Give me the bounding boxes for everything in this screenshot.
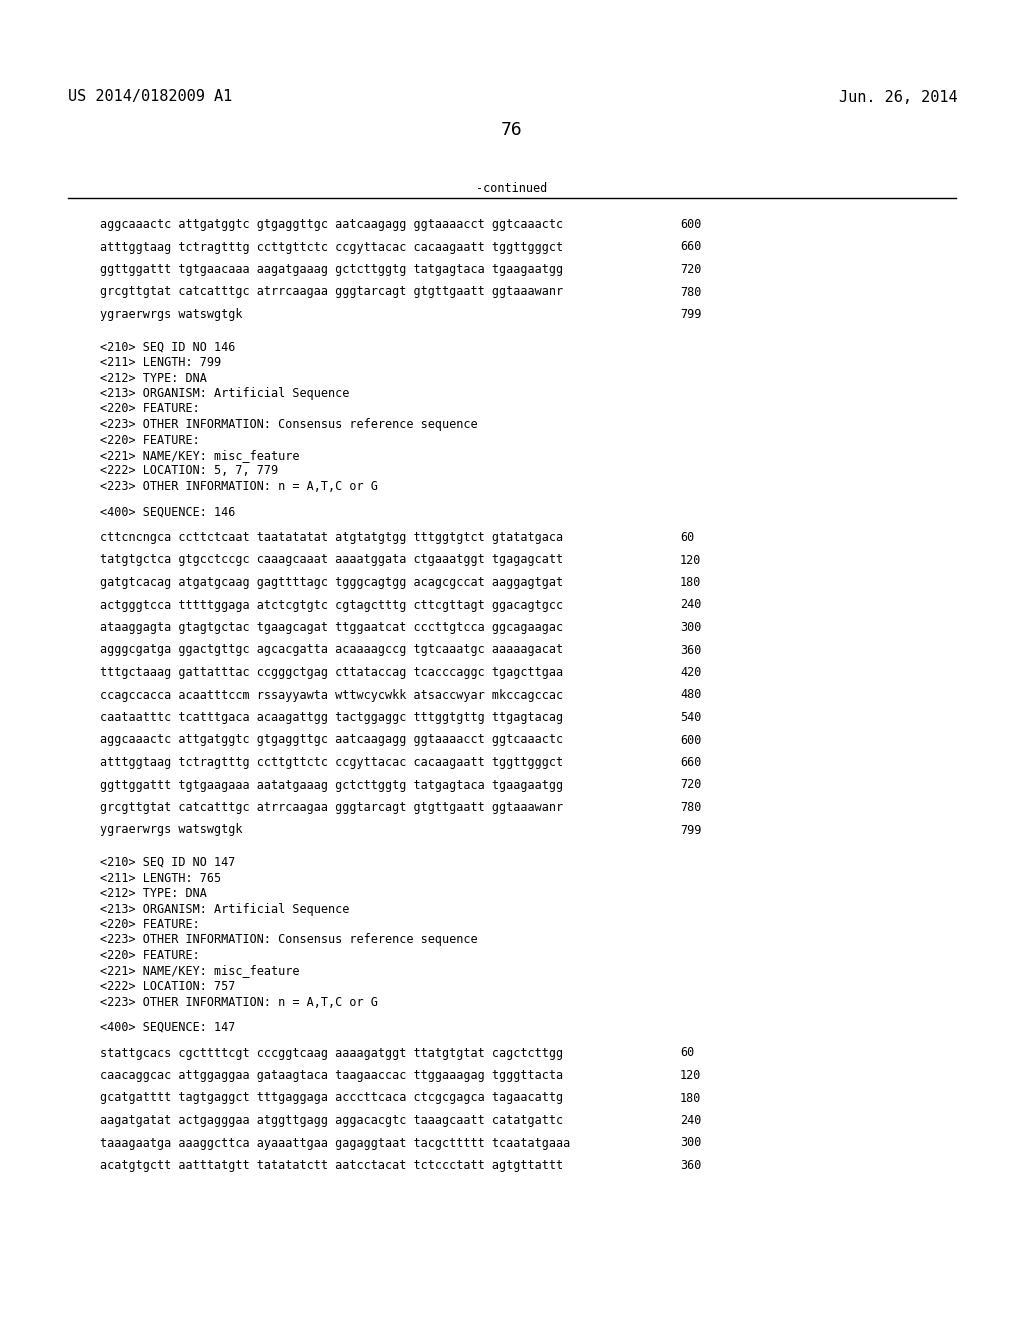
Text: grcgttgtat catcatttgc atrrcaagaa gggtarcagt gtgttgaatt ggtaaawanr: grcgttgtat catcatttgc atrrcaagaa gggtarc…	[100, 801, 563, 814]
Text: ygraerwrgs watswgtgk: ygraerwrgs watswgtgk	[100, 824, 243, 837]
Text: <212> TYPE: DNA: <212> TYPE: DNA	[100, 371, 207, 384]
Text: 799: 799	[680, 824, 701, 837]
Text: 180: 180	[680, 1092, 701, 1105]
Text: <220> FEATURE:: <220> FEATURE:	[100, 403, 200, 416]
Text: 360: 360	[680, 644, 701, 656]
Text: gcatgatttt tagtgaggct tttgaggaga acccttcaca ctcgcgagca tagaacattg: gcatgatttt tagtgaggct tttgaggaga acccttc…	[100, 1092, 563, 1105]
Text: acatgtgctt aatttatgtt tatatatctt aatcctacat tctccctatt agtgttattt: acatgtgctt aatttatgtt tatatatctt aatccta…	[100, 1159, 563, 1172]
Text: aggcaaactc attgatggtc gtgaggttgc aatcaagagg ggtaaaacct ggtcaaactc: aggcaaactc attgatggtc gtgaggttgc aatcaag…	[100, 734, 563, 747]
Text: 780: 780	[680, 285, 701, 298]
Text: -continued: -continued	[476, 181, 548, 194]
Text: 720: 720	[680, 779, 701, 792]
Text: <220> FEATURE:: <220> FEATURE:	[100, 917, 200, 931]
Text: 720: 720	[680, 263, 701, 276]
Text: <210> SEQ ID NO 147: <210> SEQ ID NO 147	[100, 855, 236, 869]
Text: <221> NAME/KEY: misc_feature: <221> NAME/KEY: misc_feature	[100, 965, 299, 978]
Text: 600: 600	[680, 218, 701, 231]
Text: <400> SEQUENCE: 147: <400> SEQUENCE: 147	[100, 1020, 236, 1034]
Text: ggttggattt tgtgaagaaa aatatgaaag gctcttggtg tatgagtaca tgaagaatgg: ggttggattt tgtgaagaaa aatatgaaag gctcttg…	[100, 779, 563, 792]
Text: <211> LENGTH: 799: <211> LENGTH: 799	[100, 356, 221, 370]
Text: <222> LOCATION: 5, 7, 779: <222> LOCATION: 5, 7, 779	[100, 465, 279, 478]
Text: ggttggattt tgtgaacaaa aagatgaaag gctcttggtg tatgagtaca tgaagaatgg: ggttggattt tgtgaacaaa aagatgaaag gctcttg…	[100, 263, 563, 276]
Text: atttggtaag tctragtttg ccttgttctc ccgyttacac cacaagaatt tggttgggct: atttggtaag tctragtttg ccttgttctc ccgytta…	[100, 240, 563, 253]
Text: 60: 60	[680, 531, 694, 544]
Text: 120: 120	[680, 553, 701, 566]
Text: aggcaaactc attgatggtc gtgaggttgc aatcaagagg ggtaaaacct ggtcaaactc: aggcaaactc attgatggtc gtgaggttgc aatcaag…	[100, 218, 563, 231]
Text: <222> LOCATION: 757: <222> LOCATION: 757	[100, 979, 236, 993]
Text: ccagccacca acaatttccm rssayyawta wttwcycwkk atsaccwyar mkccagccac: ccagccacca acaatttccm rssayyawta wttwcyc…	[100, 689, 563, 701]
Text: <223> OTHER INFORMATION: Consensus reference sequence: <223> OTHER INFORMATION: Consensus refer…	[100, 418, 477, 432]
Text: <223> OTHER INFORMATION: n = A,T,C or G: <223> OTHER INFORMATION: n = A,T,C or G	[100, 480, 378, 492]
Text: 480: 480	[680, 689, 701, 701]
Text: US 2014/0182009 A1: US 2014/0182009 A1	[68, 90, 232, 104]
Text: <213> ORGANISM: Artificial Sequence: <213> ORGANISM: Artificial Sequence	[100, 387, 349, 400]
Text: actgggtcca tttttggaga atctcgtgtc cgtagctttg cttcgttagt ggacagtgcc: actgggtcca tttttggaga atctcgtgtc cgtagct…	[100, 598, 563, 611]
Text: stattgcacs cgcttttcgt cccggtcaag aaaagatggt ttatgtgtat cagctcttgg: stattgcacs cgcttttcgt cccggtcaag aaaagat…	[100, 1047, 563, 1060]
Text: 76: 76	[501, 121, 523, 139]
Text: 180: 180	[680, 576, 701, 589]
Text: <212> TYPE: DNA: <212> TYPE: DNA	[100, 887, 207, 900]
Text: <221> NAME/KEY: misc_feature: <221> NAME/KEY: misc_feature	[100, 449, 299, 462]
Text: agggcgatga ggactgttgc agcacgatta acaaaagccg tgtcaaatgc aaaaagacat: agggcgatga ggactgttgc agcacgatta acaaaag…	[100, 644, 563, 656]
Text: 660: 660	[680, 240, 701, 253]
Text: aagatgatat actgagggaa atggttgagg aggacacgtc taaagcaatt catatgattc: aagatgatat actgagggaa atggttgagg aggacac…	[100, 1114, 563, 1127]
Text: 60: 60	[680, 1047, 694, 1060]
Text: 240: 240	[680, 1114, 701, 1127]
Text: 660: 660	[680, 756, 701, 770]
Text: tttgctaaag gattatttac ccgggctgag cttataccag tcacccaggc tgagcttgaa: tttgctaaag gattatttac ccgggctgag cttatac…	[100, 667, 563, 678]
Text: tatgtgctca gtgcctccgc caaagcaaat aaaatggata ctgaaatggt tgagagcatt: tatgtgctca gtgcctccgc caaagcaaat aaaatgg…	[100, 553, 563, 566]
Text: caacaggcac attggaggaa gataagtaca taagaaccac ttggaaagag tgggttacta: caacaggcac attggaggaa gataagtaca taagaac…	[100, 1069, 563, 1082]
Text: 240: 240	[680, 598, 701, 611]
Text: 120: 120	[680, 1069, 701, 1082]
Text: <211> LENGTH: 765: <211> LENGTH: 765	[100, 871, 221, 884]
Text: 360: 360	[680, 1159, 701, 1172]
Text: 420: 420	[680, 667, 701, 678]
Text: 540: 540	[680, 711, 701, 723]
Text: 300: 300	[680, 620, 701, 634]
Text: <220> FEATURE:: <220> FEATURE:	[100, 433, 200, 446]
Text: <223> OTHER INFORMATION: Consensus reference sequence: <223> OTHER INFORMATION: Consensus refer…	[100, 933, 477, 946]
Text: atttggtaag tctragtttg ccttgttctc ccgyttacac cacaagaatt tggttgggct: atttggtaag tctragtttg ccttgttctc ccgytta…	[100, 756, 563, 770]
Text: cttcncngca ccttctcaat taatatatat atgtatgtgg tttggtgtct gtatatgaca: cttcncngca ccttctcaat taatatatat atgtatg…	[100, 531, 563, 544]
Text: <223> OTHER INFORMATION: n = A,T,C or G: <223> OTHER INFORMATION: n = A,T,C or G	[100, 995, 378, 1008]
Text: caataatttc tcatttgaca acaagattgg tactggaggc tttggtgttg ttgagtacag: caataatttc tcatttgaca acaagattgg tactgga…	[100, 711, 563, 723]
Text: grcgttgtat catcatttgc atrrcaagaa gggtarcagt gtgttgaatt ggtaaawanr: grcgttgtat catcatttgc atrrcaagaa gggtarc…	[100, 285, 563, 298]
Text: <213> ORGANISM: Artificial Sequence: <213> ORGANISM: Artificial Sequence	[100, 903, 349, 916]
Text: ataaggagta gtagtgctac tgaagcagat ttggaatcat cccttgtcca ggcagaagac: ataaggagta gtagtgctac tgaagcagat ttggaat…	[100, 620, 563, 634]
Text: 799: 799	[680, 308, 701, 321]
Text: 600: 600	[680, 734, 701, 747]
Text: 300: 300	[680, 1137, 701, 1150]
Text: Jun. 26, 2014: Jun. 26, 2014	[840, 90, 958, 104]
Text: <220> FEATURE:: <220> FEATURE:	[100, 949, 200, 962]
Text: <400> SEQUENCE: 146: <400> SEQUENCE: 146	[100, 506, 236, 519]
Text: gatgtcacag atgatgcaag gagttttagc tgggcagtgg acagcgccat aaggagtgat: gatgtcacag atgatgcaag gagttttagc tgggcag…	[100, 576, 563, 589]
Text: ygraerwrgs watswgtgk: ygraerwrgs watswgtgk	[100, 308, 243, 321]
Text: taaagaatga aaaggcttca ayaaattgaa gagaggtaat tacgcttttt tcaatatgaaa: taaagaatga aaaggcttca ayaaattgaa gagaggt…	[100, 1137, 570, 1150]
Text: 780: 780	[680, 801, 701, 814]
Text: <210> SEQ ID NO 146: <210> SEQ ID NO 146	[100, 341, 236, 354]
